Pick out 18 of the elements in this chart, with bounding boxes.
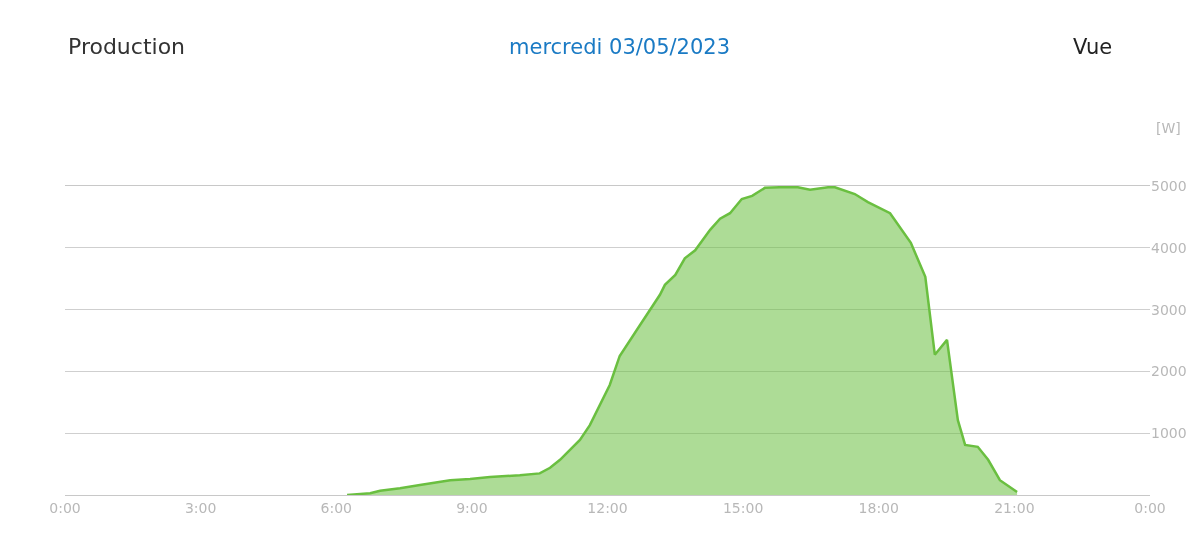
chart-subtitle: mercredi 03/05/2023 bbox=[509, 35, 731, 59]
y-axis-title: [W] bbox=[1156, 120, 1181, 136]
y-tick-label: 2000 bbox=[1151, 363, 1187, 380]
x-tick-label: 3:00 bbox=[184, 499, 217, 516]
y-tick-label: 5000 bbox=[1151, 177, 1187, 194]
chart-title: Production bbox=[68, 34, 186, 59]
x-tick-label: 0:00 bbox=[1134, 499, 1166, 516]
x-tick-label: 6:00 bbox=[320, 499, 352, 516]
x-tick-label: 18:00 bbox=[858, 499, 899, 516]
y-tick-label: 1000 bbox=[1151, 425, 1187, 442]
text: Vue bbox=[1073, 35, 1113, 59]
y-tick-label: 4000 bbox=[1151, 239, 1187, 256]
x-tick-label: 12:00 bbox=[587, 499, 628, 516]
x-tick-label: 15:00 bbox=[722, 499, 764, 516]
x-tick-label: 21:00 bbox=[994, 499, 1035, 516]
x-tick-label: 0:00 bbox=[49, 499, 81, 516]
y-tick-label: 3000 bbox=[1151, 301, 1187, 318]
x-tick-label: 9:00 bbox=[456, 499, 488, 516]
